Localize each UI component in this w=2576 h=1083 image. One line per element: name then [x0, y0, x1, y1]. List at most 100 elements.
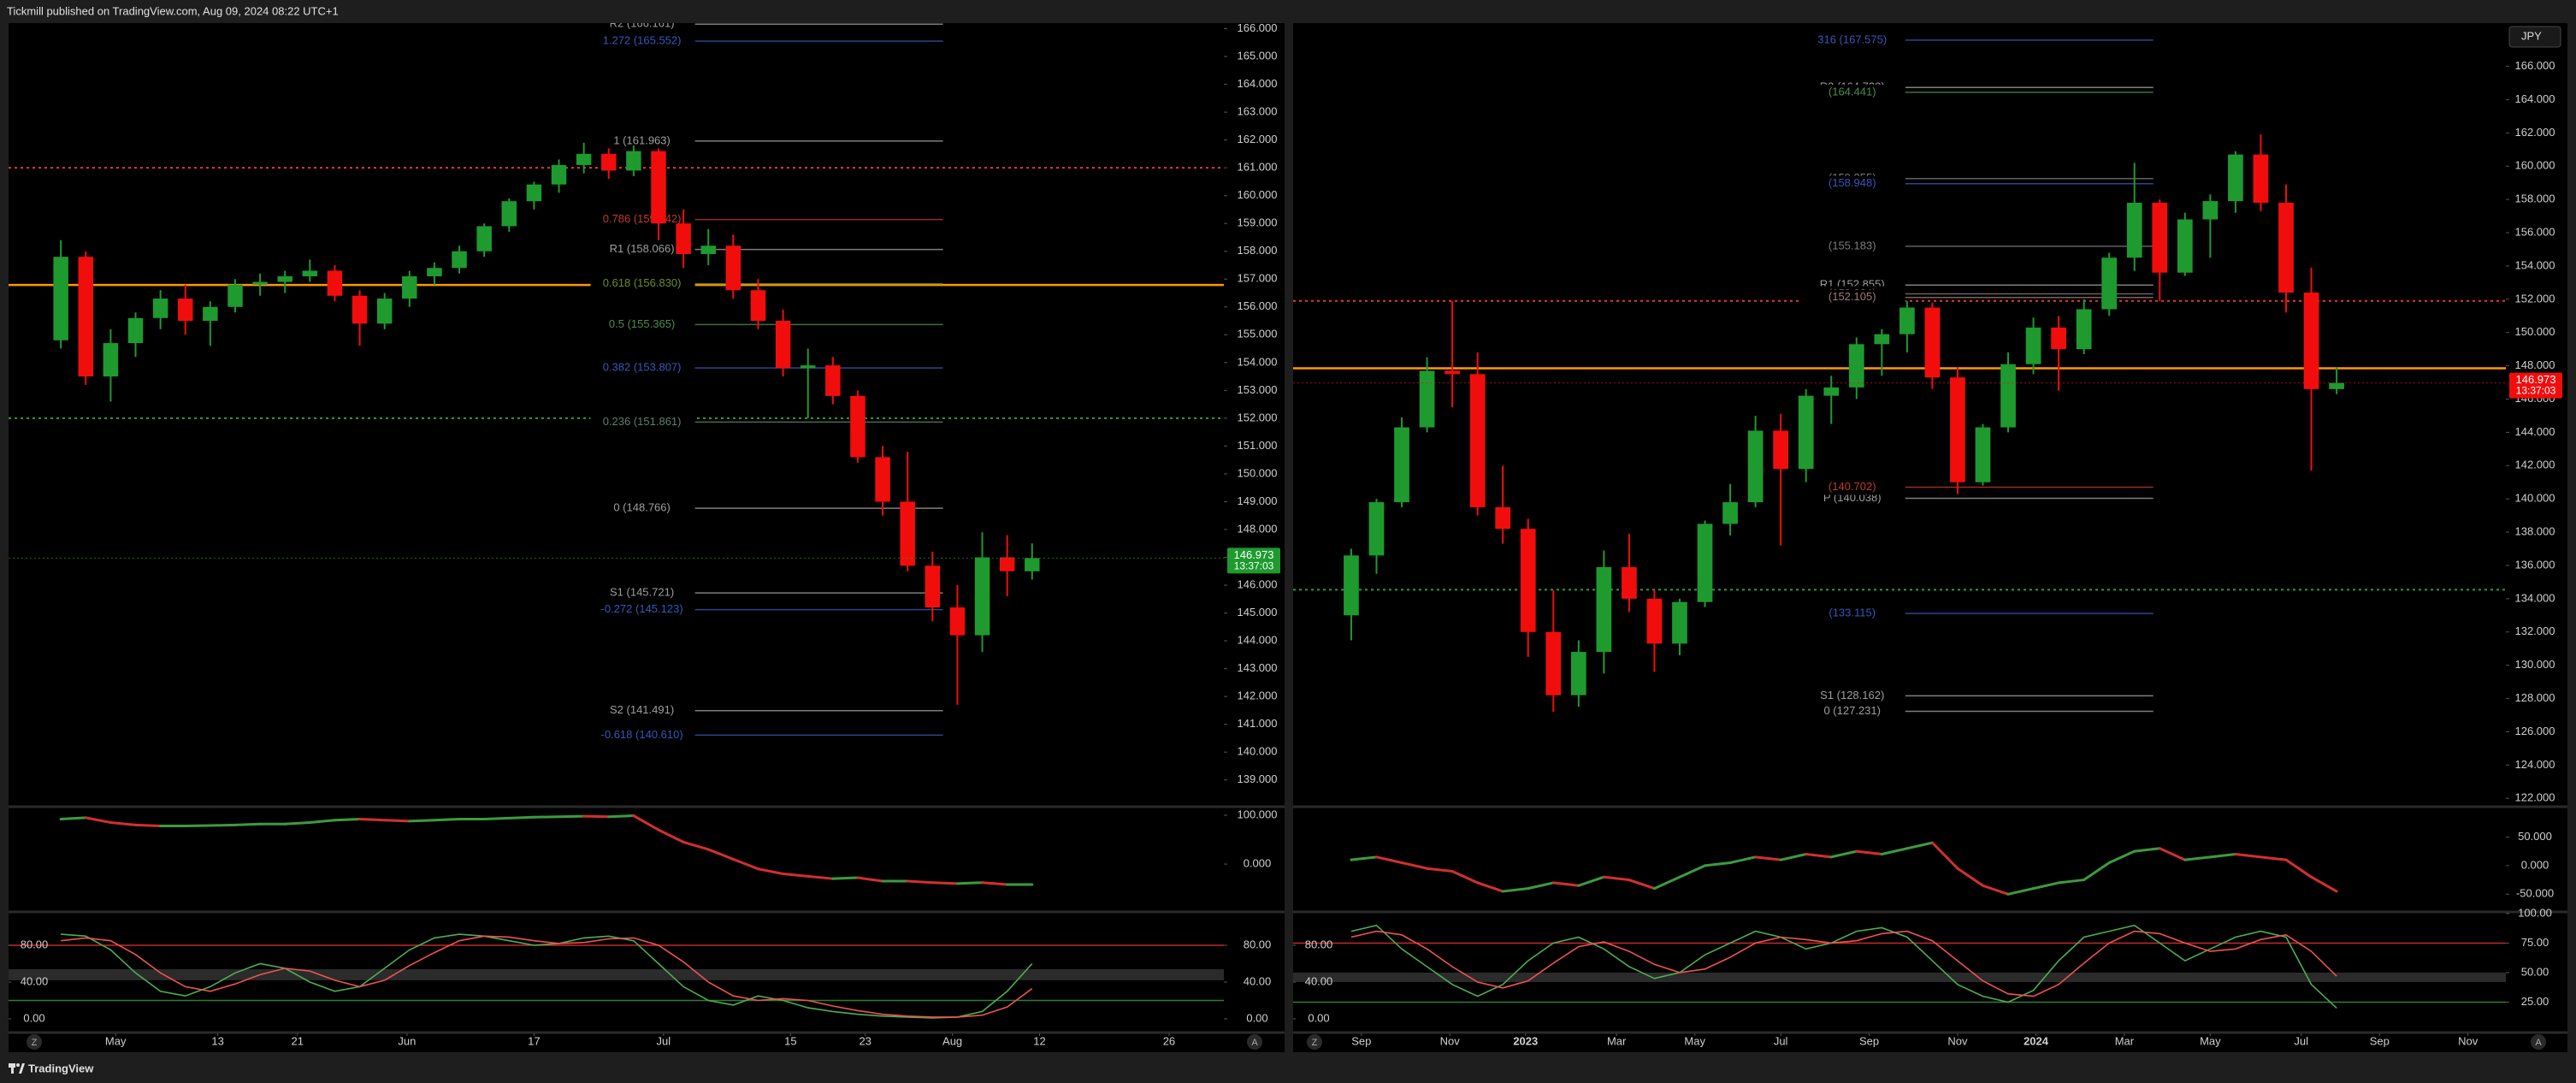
y-tick-label: 163.000 — [1238, 105, 1278, 118]
x-tick-label: Jul — [657, 1034, 671, 1047]
axis-button-label: Z — [32, 1038, 38, 1048]
x-tick-label: 23 — [859, 1034, 871, 1047]
oscillator-segment — [1855, 849, 1883, 855]
oscillator-segment — [2083, 861, 2111, 882]
osc-tick-label: 50.000 — [2518, 830, 2552, 843]
level-label-bg — [590, 414, 695, 430]
y-tick-label: 139.000 — [1238, 772, 1278, 785]
axis-button[interactable] — [2531, 1034, 2546, 1050]
candle-body — [1722, 502, 1738, 524]
candle-body — [476, 226, 492, 252]
publish-header: Tickmill published on TradingView.com, A… — [7, 4, 339, 17]
axis-button[interactable] — [27, 1034, 42, 1050]
candle-body — [352, 295, 368, 324]
stoch-tick-label: 50.00 — [2521, 965, 2549, 978]
oscillator-segment — [2183, 855, 2212, 861]
level-label-bg — [590, 23, 695, 33]
axis-button[interactable] — [1247, 1034, 1262, 1050]
candle-body — [2126, 203, 2142, 258]
y-tick-label: 124.000 — [2515, 758, 2555, 771]
y-tick-label: 142.000 — [1238, 689, 1278, 702]
level-label: 0.786 (159.142) — [603, 212, 682, 225]
price-tag — [1227, 547, 1280, 574]
x-tick-label: 26 — [1163, 1034, 1175, 1047]
candle-body — [1394, 427, 1409, 503]
stoch-tick-label: 75.00 — [2521, 936, 2549, 949]
oscillator-segment — [1956, 867, 1984, 887]
candle-body — [626, 151, 641, 171]
level-label: (158.948) — [1829, 176, 1876, 189]
candle-body — [78, 257, 94, 377]
level-label: S1 (145.721) — [610, 586, 674, 599]
candle-body — [974, 557, 990, 636]
oscillator-segment — [756, 867, 785, 875]
stoch-band — [1293, 972, 2506, 982]
oscillator-segment — [2107, 849, 2136, 865]
sto-pane — [9, 933, 1224, 1019]
stoch-left-tick-label: 0.00 — [23, 1011, 44, 1024]
y-tick-label: 157.000 — [1238, 272, 1278, 285]
stoch-band — [9, 968, 1224, 980]
y-tick-label: 164.000 — [1238, 77, 1278, 90]
y-tick-label: 162.000 — [2515, 126, 2555, 139]
oscillator-segment — [1501, 887, 1530, 893]
level-label-bg — [590, 133, 695, 149]
oscillator-segment — [283, 821, 311, 826]
x-tick-label: 12 — [1033, 1034, 1045, 1047]
y-tick-label: 144.000 — [2515, 425, 2555, 438]
y-tick-label: 144.000 — [1238, 634, 1278, 647]
stoch-tick-label: 100.00 — [2518, 906, 2552, 919]
level-label-bg — [590, 275, 695, 292]
candle-body — [2051, 327, 2066, 350]
level-label: R1 (158.066) — [610, 242, 675, 255]
oscillator-segment — [59, 816, 87, 821]
osc-tick-label: 0.000 — [1244, 857, 1272, 870]
candle-body — [1924, 307, 1941, 378]
stoch-left-tick-label: 0.00 — [1308, 1011, 1329, 1024]
price-tag-value: 146.973 — [1234, 548, 1274, 561]
level-label-bg — [590, 360, 695, 376]
axis-button[interactable] — [1307, 1034, 1322, 1050]
candle-body — [1469, 374, 1486, 507]
candle-body — [1570, 652, 1586, 695]
oscillator-segment — [831, 876, 860, 880]
candle-body — [2101, 257, 2118, 310]
y-tick-label: 161.000 — [1238, 161, 1278, 174]
candle-body — [1596, 566, 1612, 653]
y-tick-label: 146.000 — [1238, 577, 1278, 590]
y-tick-label: 143.000 — [1238, 661, 1278, 674]
y-tick-label: 138.000 — [2515, 525, 2555, 538]
candle-body — [1747, 430, 1764, 503]
oscillator-segment — [1577, 875, 1605, 887]
level-label: 0 (127.231) — [1823, 704, 1881, 717]
level-label: 0.618 (156.830) — [603, 276, 682, 289]
y-tick-label: 152.000 — [1238, 411, 1278, 423]
x-tick-label: Aug — [942, 1034, 962, 1047]
oscillator-segment — [906, 879, 934, 885]
candle-body — [949, 607, 966, 636]
oscillator-segment — [2057, 879, 2086, 885]
oscillator-segment — [706, 848, 735, 861]
oscillator-segment — [1678, 864, 1707, 879]
candle-body — [2253, 154, 2269, 204]
candle-body — [2177, 219, 2193, 273]
candle-body — [227, 284, 243, 307]
candle-body — [452, 251, 467, 269]
candle-body — [1975, 427, 1991, 482]
x-tick-label: 13 — [211, 1034, 223, 1047]
candle-body — [1368, 502, 1385, 556]
candle-body — [700, 246, 716, 254]
oscillator-segment — [84, 816, 112, 825]
price-tag-countdown: 13:37:03 — [2516, 385, 2556, 397]
level-label-bg — [590, 727, 695, 743]
stoch-line — [61, 935, 1033, 1018]
y-tick-label: 153.000 — [1238, 383, 1278, 396]
y-tick-label: 132.000 — [2515, 624, 2555, 637]
footer-brand: TradingView — [28, 1062, 94, 1074]
level-label: 1 (161.963) — [613, 133, 671, 146]
oscillator-segment — [558, 814, 586, 819]
stoch-tick-label: 40.00 — [1244, 974, 1272, 987]
currency-button[interactable] — [2508, 26, 2561, 48]
y-tick-label: 158.000 — [2515, 192, 2555, 205]
